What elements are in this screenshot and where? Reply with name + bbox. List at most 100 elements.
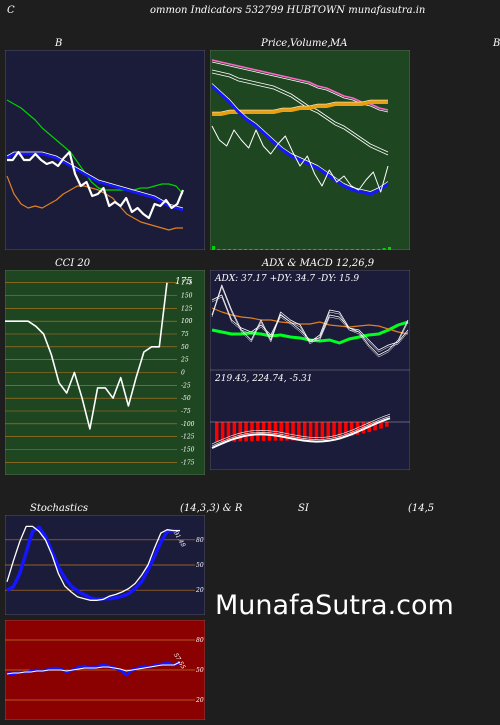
macd-chart (210, 370, 410, 470)
macd-histogram-bar (314, 422, 319, 440)
volume-bar (233, 249, 237, 250)
cci-tick-label: -100 (181, 421, 195, 428)
macd-histogram-bar (320, 422, 325, 440)
adx-minus_di-shadow (211, 286, 409, 358)
macd-histogram-bar (385, 422, 389, 427)
macd-signal-line-2 (211, 413, 391, 445)
macd-histogram-bar (373, 422, 377, 431)
cci-tick-label: 150 (181, 293, 193, 300)
macd-histogram-bar (232, 422, 237, 442)
cci-value-label: 175 (175, 277, 193, 287)
stoch-d-line (6, 525, 180, 601)
volume-bar (260, 249, 263, 250)
volume-bar (228, 249, 231, 250)
macd-histogram-bar (379, 422, 383, 429)
macd-signal-line (211, 415, 391, 447)
adx-chart (210, 270, 410, 370)
volume-bar (350, 249, 354, 250)
macd-histogram-bar (256, 422, 260, 441)
bb-close-line (7, 150, 185, 220)
bb-middle-outline-upper (6, 151, 184, 209)
price-ma-orange-edge (212, 99, 388, 113)
cci-tick-label: 25 (180, 357, 189, 364)
adx-panel-label: ADX & MACD 12,26,9 (262, 258, 375, 269)
macd-histogram-bar (308, 422, 313, 441)
volume-bar (249, 249, 253, 250)
volume-bar (361, 249, 365, 250)
volume-bar (372, 249, 375, 250)
rsi-tick-label: 80 (196, 637, 204, 644)
price-label: Price, (261, 38, 291, 49)
macd-histogram-bar (261, 422, 266, 441)
ma-label: MA (330, 38, 348, 49)
adx-panel (210, 270, 410, 370)
stoch-label: Stochastics (30, 503, 88, 514)
stochastics-chart: 80 50 20 (5, 515, 205, 615)
volume-bar (302, 249, 306, 250)
macd-histogram-bar (338, 422, 342, 438)
volume-bar (244, 249, 247, 250)
macd-histogram-bar (344, 422, 348, 437)
volume-bar (212, 246, 215, 250)
rsi-label: SI (298, 503, 309, 514)
macd-background (210, 370, 410, 470)
macd-histogram-bar (303, 422, 307, 441)
rsi-params-label: (14,5 (408, 503, 435, 514)
adx-background (210, 270, 410, 370)
cci-tick-label: 175 (181, 280, 193, 287)
cci-line (5, 282, 168, 430)
adx-orange-line (211, 307, 409, 335)
cci-tick-label: 100 (181, 318, 193, 325)
rsi-panel: 80 50 20 (5, 620, 205, 720)
macd-histogram-bar (220, 422, 225, 442)
bb-panel-label: B (55, 38, 63, 49)
rsi-tick-label: 50 (196, 667, 204, 674)
price-panel (210, 50, 410, 250)
macd-histogram-bar (238, 422, 242, 442)
watermark: MunafaSutra.com (215, 590, 454, 621)
macd-histogram-bar (215, 422, 219, 442)
bb-upper-line (6, 99, 184, 195)
macd-histogram-bar (226, 422, 231, 442)
macd-histogram-bar (297, 422, 301, 441)
macd-histogram-bar (349, 422, 354, 436)
cci-tick-label: 50 (181, 344, 189, 351)
macd-histogram-bar (291, 422, 295, 441)
macd-histogram-bar (332, 422, 336, 439)
volume-bar (345, 249, 349, 250)
cci-tick-label: -50 (181, 395, 191, 402)
volume-bar (265, 249, 269, 250)
rsi-chart: 80 50 20 (5, 620, 205, 720)
macd-histogram-bar (279, 422, 283, 441)
cci-tick-label: -25 (181, 382, 191, 389)
volume-bar (356, 249, 359, 250)
bb-lower-line (6, 175, 183, 231)
price-close-line (211, 125, 389, 193)
macd-histogram-bar (355, 422, 360, 435)
stochastics-panel: 80 50 20 (5, 515, 205, 615)
volume-bar (324, 249, 327, 250)
price-ma-pink-line (211, 59, 389, 111)
cci-tick-label: -175 (181, 459, 195, 466)
volume-bar (297, 249, 301, 250)
header-left-letter: C (7, 5, 15, 16)
macd-line (211, 417, 391, 449)
volume-bar (313, 249, 317, 250)
macd-values: 219.43, 224.74, -5.31 (215, 374, 313, 384)
stoch-tick-label: 20 (195, 587, 204, 594)
volume-bar (318, 249, 322, 250)
volume-bar (308, 249, 311, 250)
bollinger-background (5, 50, 205, 250)
page-title: ommon Indicators 532799 HUBTOWN munafasu… (150, 5, 426, 16)
price-ma-chart (210, 50, 410, 250)
rsi-tick-label: 20 (195, 697, 204, 704)
price-ma-blue-line (210, 84, 389, 196)
volume-bar (377, 249, 381, 250)
macd-histogram-bar (361, 422, 366, 434)
adx-minus_di-line (211, 284, 409, 356)
volume-bar (222, 249, 226, 250)
stoch-tick-label: 80 (196, 537, 204, 544)
volume-label: Volume, (290, 38, 331, 49)
volume-bar (238, 249, 242, 250)
adx-plus_di-line (211, 294, 409, 351)
